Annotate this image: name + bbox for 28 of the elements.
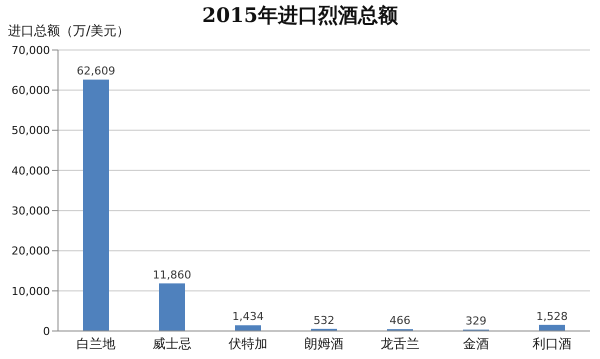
bar (159, 283, 185, 331)
x-tick-label: 伏特加 (228, 337, 268, 352)
bar (235, 325, 261, 331)
bar (539, 324, 565, 331)
y-tick-label: 50,000 (12, 124, 50, 138)
y-tick-label: 10,000 (12, 284, 50, 298)
chart-title: 2015年进口烈酒总额 (202, 3, 398, 27)
x-tick-label: 龙舌兰 (380, 337, 420, 352)
y-tick-label: 20,000 (12, 244, 50, 258)
x-tick-label: 威士忌 (152, 337, 192, 352)
y-axis-title: 进口总额（万/美元） (8, 23, 130, 40)
data-label: 62,609 (76, 64, 116, 78)
data-label: 11,860 (152, 268, 192, 282)
bar (83, 80, 109, 331)
data-label: 1,434 (232, 310, 264, 324)
y-tick-label: 0 (43, 324, 50, 338)
x-tick-label: 白兰地 (76, 337, 116, 352)
data-label: 329 (466, 314, 486, 328)
data-label: 1,528 (536, 310, 568, 323)
x-tick-label: 朗姆酒 (304, 336, 344, 352)
y-tick-label: 60,000 (12, 84, 50, 98)
y-tick-label: 40,000 (12, 164, 50, 178)
y-tick-label: 30,000 (12, 204, 50, 218)
x-tick-label: 金酒 (463, 337, 489, 352)
data-label: 466 (390, 314, 410, 328)
data-label: 532 (314, 314, 334, 327)
y-tick-label: 70,000 (12, 44, 50, 57)
x-tick-label: 利口酒 (532, 337, 572, 352)
